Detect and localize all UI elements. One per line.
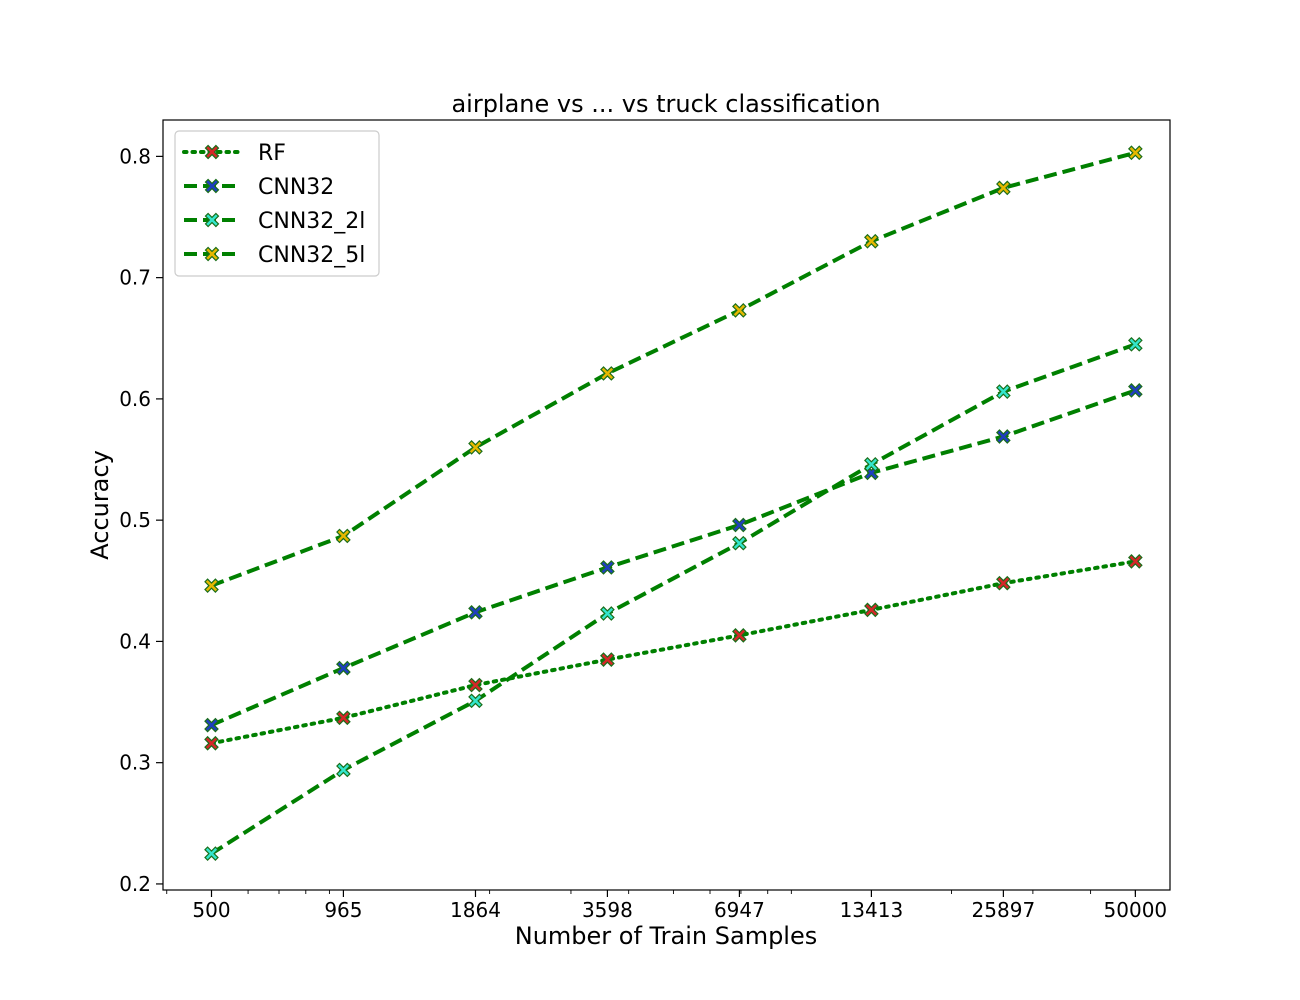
x-tick-label: 3598: [582, 898, 633, 922]
data-point: [204, 735, 219, 751]
y-tick-label: 0.2: [119, 872, 151, 896]
data-point: [732, 303, 747, 318]
data-point: [336, 528, 351, 544]
data-point: [864, 457, 879, 472]
x-tick-label: 500: [192, 898, 230, 922]
legend-label: CNN32_2l: [258, 209, 365, 234]
data-point: [204, 717, 219, 733]
legend-marker: [204, 178, 220, 194]
x-axis-label: Number of Train Samples: [515, 922, 818, 950]
y-tick-label: 0.8: [119, 144, 151, 168]
y-tick-label: 0.6: [119, 387, 151, 411]
legend-box: [174, 130, 380, 277]
data-point: [996, 384, 1011, 399]
data-point: [468, 693, 483, 709]
data-point: [600, 366, 615, 381]
legend-item: CNN32_5l: [184, 243, 365, 268]
y-tick-label: 0.5: [119, 508, 151, 532]
x-tick-label: 25897: [972, 898, 1036, 922]
legend-label: CNN32: [258, 175, 334, 200]
data-point: [996, 575, 1011, 591]
legend-label: CNN32_5l: [258, 243, 365, 268]
data-point: [1128, 554, 1143, 569]
legend-item: CNN32: [184, 175, 334, 200]
x-tick-label: 50000: [1104, 898, 1168, 922]
x-tick-label: 6947: [714, 898, 765, 922]
y-axis-label: Accuracy: [86, 450, 114, 560]
data-point: [1128, 383, 1143, 398]
series-line: [210, 342, 1137, 856]
series-line: [210, 150, 1136, 588]
series-layer: [204, 145, 1143, 861]
series-line: [209, 559, 1138, 746]
data-point: [996, 429, 1011, 444]
series-cnn32-2l: [204, 336, 1143, 861]
chart-title: airplane vs ... vs truck classification: [451, 90, 880, 118]
data-point: [732, 535, 747, 551]
data-point: [1128, 336, 1143, 352]
data-point: [600, 560, 615, 575]
x-tick-label: 965: [324, 898, 362, 922]
y-tick-label: 0.3: [119, 751, 151, 775]
series-line: [210, 388, 1137, 727]
data-point: [864, 602, 879, 618]
series-cnn32: [204, 383, 1143, 733]
data-point: [732, 628, 747, 643]
legend-marker: [204, 144, 220, 160]
y-tick-label: 0.7: [119, 266, 151, 290]
legend-marker: [204, 212, 220, 228]
series-cnn32-5l: [204, 145, 1143, 593]
data-point: [336, 710, 351, 726]
x-axis: 500 965 1864 3598 6947 13413 25897 50000: [166, 890, 1168, 922]
data-point: [732, 517, 747, 533]
legend-item: CNN32_2l: [184, 209, 365, 234]
data-point: [468, 440, 483, 455]
legend: RF CNN32 CNN32_2l CNN32_5l: [174, 130, 380, 277]
data-point: [204, 846, 219, 861]
data-point: [600, 606, 615, 621]
x-tick-label: 13413: [840, 898, 904, 922]
data-point: [1128, 145, 1143, 161]
data-point: [996, 180, 1011, 196]
y-axis: 0.2 0.3 0.4 0.5 0.6 0.7 0.8: [119, 144, 163, 896]
data-point: [468, 677, 483, 693]
data-point: [600, 652, 615, 667]
legend-item: RF: [182, 141, 286, 166]
y-tick-label: 0.4: [119, 629, 151, 653]
legend-marker: [204, 246, 220, 262]
data-point: [468, 604, 483, 620]
data-point: [204, 578, 219, 593]
legend-label: RF: [258, 141, 286, 166]
series-rf: [204, 554, 1143, 751]
data-point: [336, 762, 351, 778]
data-point: [864, 233, 879, 249]
x-tick-label: 1864: [450, 898, 501, 922]
data-point: [336, 660, 351, 676]
